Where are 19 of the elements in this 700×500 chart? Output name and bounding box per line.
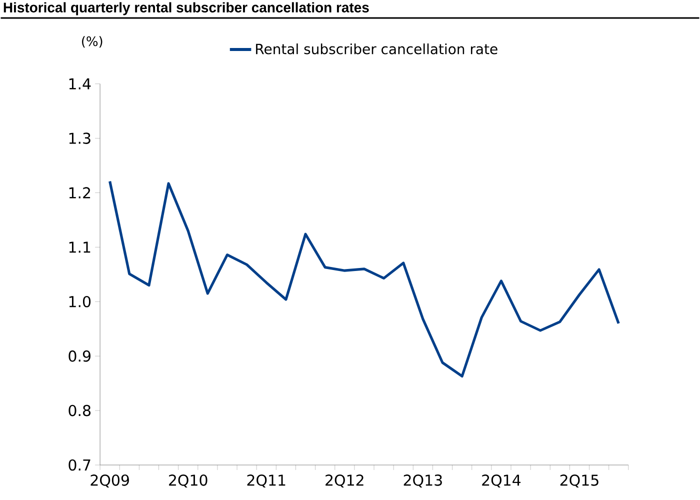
x-tick-label: 2Q10 (169, 474, 208, 488)
y-axis-title: (%) (82, 36, 102, 48)
y-tick-label: 0.9 (68, 350, 90, 362)
line-series (108, 180, 620, 378)
x-tick-label: 2Q15 (560, 474, 598, 488)
y-tick-label: 1.0 (69, 296, 91, 308)
y-tick-label: 0.7 (68, 459, 90, 471)
y-tick-label: 1.4 (69, 78, 91, 90)
y-tick-label: 1.1 (69, 242, 90, 253)
x-tick-label: 2Q09 (90, 474, 129, 488)
x-tick-label: 2Q11 (247, 474, 286, 488)
legend-label: Rental subscriber cancellation rate (256, 44, 498, 54)
x-tick-label: 2Q12 (326, 474, 364, 488)
y-tick-label: 1.3 (69, 132, 90, 144)
x-tick-label: 2Q14 (482, 474, 521, 488)
chart-title: Historical quarterly rental subscriber cancellation rates (4, 2, 369, 16)
y-tick-label: 0.8 (68, 404, 90, 416)
x-tick-label: 2Q13 (404, 474, 442, 488)
y-tick-label: 1.2 (69, 187, 90, 198)
